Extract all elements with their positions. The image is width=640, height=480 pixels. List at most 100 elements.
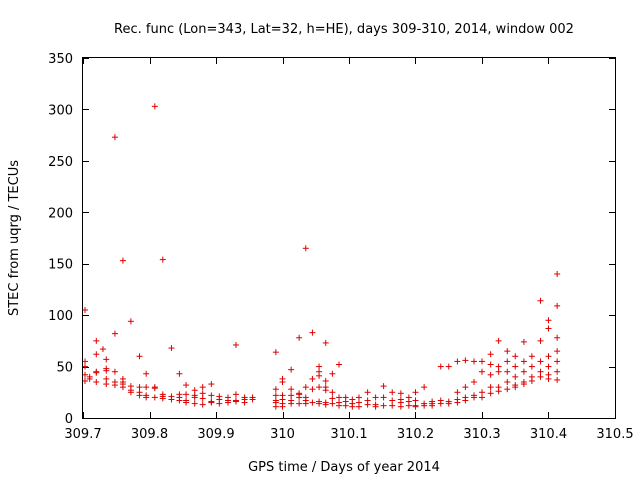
data-point [554,376,561,383]
data-point [232,398,239,405]
data-point [103,367,110,374]
data-point [445,400,452,407]
data-point [487,361,494,368]
data-point [504,368,511,375]
data-point [316,363,323,370]
data-point [208,381,215,388]
data-point [272,392,279,399]
data-point [296,400,303,407]
data-point [554,334,561,341]
data-point [462,384,469,391]
data-point [364,389,371,396]
data-point [495,337,502,344]
data-point [412,389,419,396]
y-axis-ticks: 0 50 100 150 200 250 300 350 [48,52,615,427]
data-point [537,337,544,344]
data-point [528,363,535,370]
data-point [504,348,511,355]
data-point [279,379,286,385]
data-point [537,373,544,380]
y-tick-label: 100 [48,309,73,324]
data-point [380,402,387,409]
data-point [454,389,461,396]
data-point [495,363,502,370]
data-point [224,399,231,406]
data-point [487,371,494,378]
data-point [309,399,316,406]
data-point [316,372,323,379]
data-point [208,392,215,399]
data-point [111,368,118,375]
data-point [421,384,428,391]
data-point [199,395,206,402]
data-point [159,256,166,263]
data-point [296,334,303,341]
x-tick-label: 310.5 [596,427,633,442]
data-point [397,390,404,397]
data-point [119,257,126,264]
data-point [462,397,469,404]
x-tick-label: 309.7 [64,427,101,442]
x-tick-label: 310.4 [530,427,567,442]
data-point [309,329,316,336]
data-point [487,351,494,358]
data-point [528,377,535,384]
data-point [554,271,561,277]
data-point [554,348,561,355]
data-point [103,375,110,382]
data-point [487,390,494,397]
data-point [412,403,419,410]
data-point [183,399,190,406]
data-point [471,394,478,401]
data-point [288,386,295,393]
data-point [412,397,419,404]
data-point [127,389,134,396]
data-point [545,375,552,382]
data-point [216,400,223,407]
data-point [462,357,469,364]
data-point [504,386,511,393]
data-point [329,400,336,407]
data-point [199,401,206,408]
x-tick-label: 310.2 [397,427,434,442]
data-point [454,358,461,365]
data-point [93,369,100,376]
data-point [429,402,436,409]
data-point [316,384,323,391]
data-point [93,351,100,358]
data-point [176,397,183,404]
data-point [545,363,552,370]
data-point [342,402,349,409]
data-point [272,403,279,410]
x-tick-label: 309.9 [197,427,234,442]
data-point [520,381,527,388]
data-point [479,389,485,396]
data-point [232,341,239,348]
data-point [249,396,256,403]
data-point [479,394,485,401]
data-point [355,403,362,410]
data-point [191,394,198,401]
data-point [349,403,356,410]
data-point [554,368,561,375]
data-point [93,379,100,385]
data-point [512,373,519,380]
data-point [545,317,552,324]
data-point [309,375,316,382]
data-point [520,358,527,365]
data-point [168,396,175,403]
data-point [136,384,143,391]
data-point [288,400,295,407]
data-point [143,384,150,391]
data-point [136,392,143,399]
data-point [545,325,552,332]
y-tick-label: 300 [48,103,73,118]
data-point [537,297,544,304]
data-point [336,361,343,368]
data-point [372,394,379,401]
data-point [272,386,279,393]
data-point [309,386,316,393]
data-point [127,318,134,325]
data-point [520,368,527,375]
data-point [199,390,206,397]
